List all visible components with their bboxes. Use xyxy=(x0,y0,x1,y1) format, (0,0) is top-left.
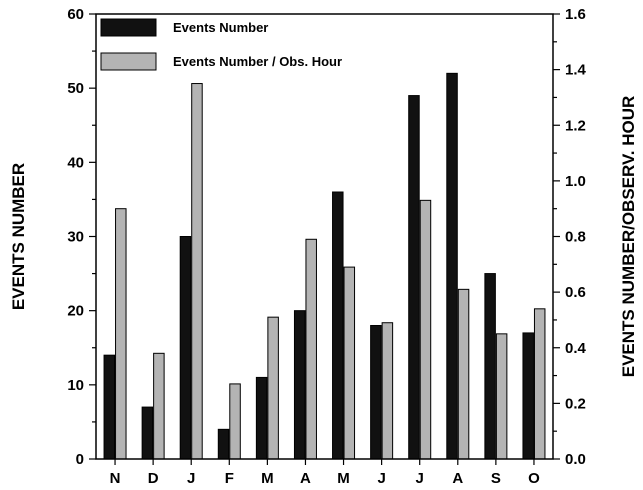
plot-frame xyxy=(95,13,554,460)
right-tick-label: 1.4 xyxy=(565,62,587,79)
bar-events-number xyxy=(255,376,268,460)
right-tick-label: 0.4 xyxy=(565,340,587,357)
plot-bars xyxy=(103,72,546,460)
x-tick-label: A xyxy=(452,470,463,487)
left-tick-label: 30 xyxy=(67,229,84,246)
legend-swatch-events-number xyxy=(100,18,157,37)
left-tick-label: 60 xyxy=(67,6,84,23)
right-tick-label: 1.2 xyxy=(565,117,586,134)
x-tick-label: S xyxy=(491,470,501,487)
bar-events-per-hour xyxy=(381,322,394,460)
bar-events-number xyxy=(408,95,420,460)
bar-events-number xyxy=(293,310,306,460)
x-tick-label: O xyxy=(528,470,540,487)
bar-events-per-hour xyxy=(305,238,317,460)
legend-label-events-per-hour: Events Number / Obs. Hour xyxy=(173,54,342,69)
x-tick-label: N xyxy=(110,470,121,487)
right-axis: 0.0 0.2 0.4 0.6 0.8 1.0 1.2 1.4 1.6 xyxy=(553,6,587,468)
bar-events-number xyxy=(103,354,116,460)
y-axis-title: EVENTS NUMBER xyxy=(9,163,28,310)
right-tick-label: 0.8 xyxy=(565,229,586,246)
bar-events-per-hour xyxy=(115,208,127,460)
right-tick-label: 1.6 xyxy=(565,6,586,23)
legend-label-events-number: Events Number xyxy=(173,20,268,35)
bar-events-number xyxy=(370,325,382,460)
x-tick-label: D xyxy=(148,470,159,487)
left-axis: 0 10 20 30 40 50 60 xyxy=(67,6,96,468)
y2-axis-title: EVENTS NUMBER/OBSERV. HOUR xyxy=(619,96,638,378)
bar-events-number xyxy=(484,273,496,460)
right-tick-label: 0.2 xyxy=(565,395,586,412)
bar-events-number xyxy=(522,332,534,460)
bar-events-per-hour xyxy=(191,83,203,460)
x-tick-label: M xyxy=(337,470,350,487)
x-tick-label: J xyxy=(416,470,424,487)
bar-events-per-hour xyxy=(495,333,508,460)
bar-events-number xyxy=(446,72,458,460)
x-tick-label: J xyxy=(187,470,195,487)
left-tick-label: 0 xyxy=(76,451,84,468)
right-tick-label: 0.6 xyxy=(565,284,586,301)
bar-events-per-hour xyxy=(153,352,165,460)
legend-swatch-events-per-hour xyxy=(100,52,157,71)
x-tick-label: A xyxy=(300,470,311,487)
bar-events-number xyxy=(179,236,192,460)
legend: Events Number Events Number / Obs. Hour xyxy=(100,18,342,71)
bar-events-per-hour xyxy=(457,288,470,460)
x-tick-label: F xyxy=(225,470,234,487)
left-tick-label: 50 xyxy=(67,80,84,97)
bar-events-per-hour xyxy=(343,266,356,460)
bar-events-per-hour xyxy=(267,316,279,460)
right-tick-label: 0.0 xyxy=(565,451,586,468)
left-tick-label: 40 xyxy=(67,154,84,171)
bar-events-number xyxy=(332,191,344,460)
x-tick-label: M xyxy=(261,470,274,487)
bar-events-number xyxy=(217,428,230,460)
bar-events-number xyxy=(141,406,154,460)
right-tick-label: 1.0 xyxy=(565,173,586,190)
left-tick-label: 10 xyxy=(67,377,84,394)
x-tick-label: J xyxy=(377,470,385,487)
bar-events-per-hour xyxy=(229,383,241,460)
bar-events-per-hour xyxy=(419,199,432,460)
left-tick-label: 20 xyxy=(67,303,84,320)
bar-events-per-hour xyxy=(533,308,546,460)
